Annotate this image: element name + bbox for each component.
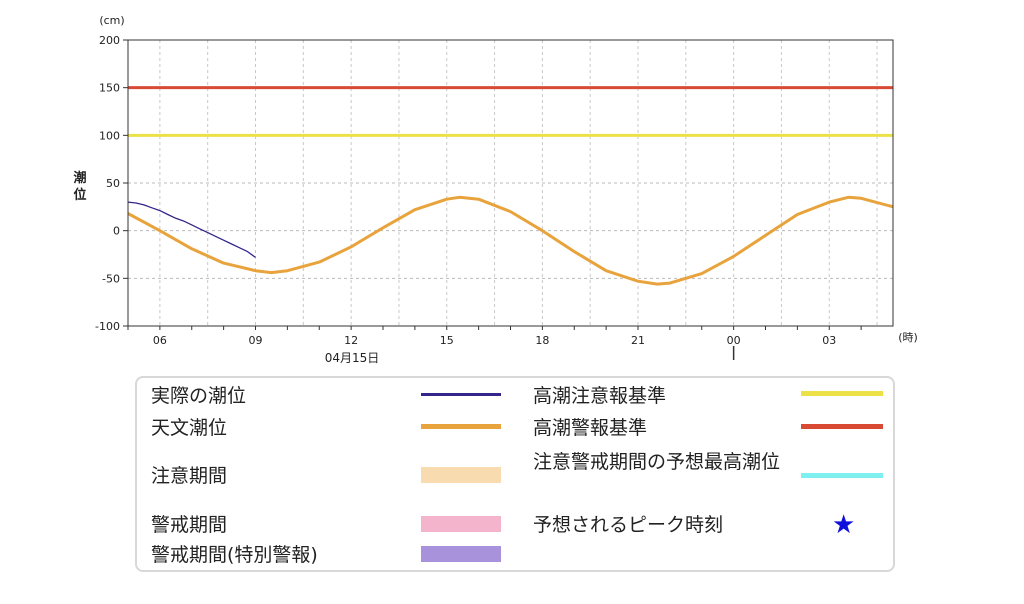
chart-legend: 実際の潮位 天文潮位 注意期間 警戒期間 警戒期間(特別警報) 高潮注意報基準 … <box>135 376 895 572</box>
star-icon: ★ <box>832 510 856 540</box>
legend-swatch-line <box>801 473 883 478</box>
y-unit-label: (cm) <box>99 14 124 27</box>
x-tick-label: 21 <box>631 334 645 347</box>
plot-frame <box>127 39 894 327</box>
series-line <box>127 195 894 286</box>
legend-label: 注意期間 <box>151 465 228 487</box>
y-tick-label: 0 <box>113 225 120 238</box>
legend-swatch-box <box>421 467 501 483</box>
legend-swatch-line <box>801 424 883 429</box>
tide-chart: 200 150 100 50 0 -50 -100 06 09 12 15 18 21 00 03 (cm) (… <box>73 14 918 365</box>
x-tick-label: 18 <box>535 334 549 347</box>
date-label: 04月15日 <box>325 351 380 365</box>
legend-swatch-line <box>801 391 883 396</box>
y-axis-label-char: 潮 <box>73 170 86 186</box>
x-tick-label: 15 <box>440 334 454 347</box>
y-tick-label: 150 <box>99 82 120 95</box>
legend-label: 高潮注意報基準 <box>533 385 667 407</box>
legend-label: 警戒期間 <box>151 514 228 536</box>
legend-label: 予想されるピーク時刻 <box>533 514 724 536</box>
x-tick-label: 06 <box>153 334 167 347</box>
y-tick-label: 50 <box>106 177 120 190</box>
y-tick-label: 200 <box>99 34 120 47</box>
y-tick-label: 100 <box>99 129 120 142</box>
x-tick-label: 00 <box>727 334 741 347</box>
x-tick-label: 12 <box>344 334 358 347</box>
x-tick-label: 03 <box>822 334 836 347</box>
series-line <box>127 201 256 258</box>
legend-swatch-line <box>421 424 501 429</box>
y-tick-label: -100 <box>95 320 120 333</box>
legend-label: 注意警戒期間の予想最高潮位 <box>533 451 781 473</box>
x-tick-label: 09 <box>249 334 263 347</box>
x-unit-label: (時) <box>898 331 918 344</box>
legend-swatch-box <box>421 546 501 562</box>
legend-label: 天文潮位 <box>151 417 228 439</box>
legend-label: 実際の潮位 <box>151 385 247 407</box>
y-tick-label: -50 <box>102 272 120 285</box>
legend-swatch-line <box>421 393 501 396</box>
y-axis-label-char: 位 <box>73 187 86 203</box>
legend-swatch-box <box>421 516 501 532</box>
legend-label: 警戒期間(特別警報) <box>151 544 318 566</box>
legend-label: 高潮警報基準 <box>533 417 648 439</box>
